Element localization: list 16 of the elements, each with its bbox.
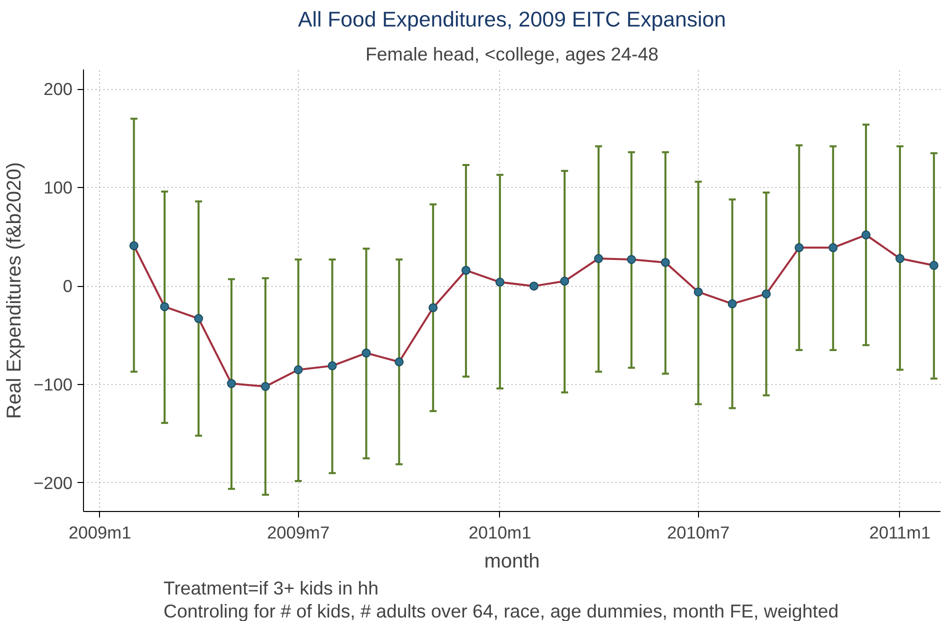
x-tick-label: 2011m1 — [869, 522, 931, 542]
x-tick-label: 2009m1 — [68, 522, 132, 542]
y-tick-label: 200 — [44, 79, 73, 100]
y-axis-title: Real Expenditures (f&b2020) — [3, 162, 26, 419]
y-tick-label: 100 — [44, 178, 73, 198]
text: Treatment=if 3+ kids in hh — [164, 578, 379, 598]
x-axis-title: month — [484, 550, 540, 572]
x-tick-label: 2010m1 — [468, 522, 532, 542]
x-tick-label: 2009m7 — [266, 522, 330, 542]
text: Controling for # of kids, # adults over 64, race, age dummies, month FE, weighted — [164, 600, 839, 621]
chart-subtitle: Female head, <college, ages 24-48 — [366, 44, 658, 64]
y-tick-label: −100 — [33, 374, 72, 395]
chart-title: All Food Expenditures, 2009 EITC Expansion — [298, 8, 726, 32]
y-tick-label: 0 — [62, 276, 73, 296]
y-tick-label: −200 — [33, 472, 72, 493]
x-tick-label: 2010m7 — [666, 522, 730, 542]
